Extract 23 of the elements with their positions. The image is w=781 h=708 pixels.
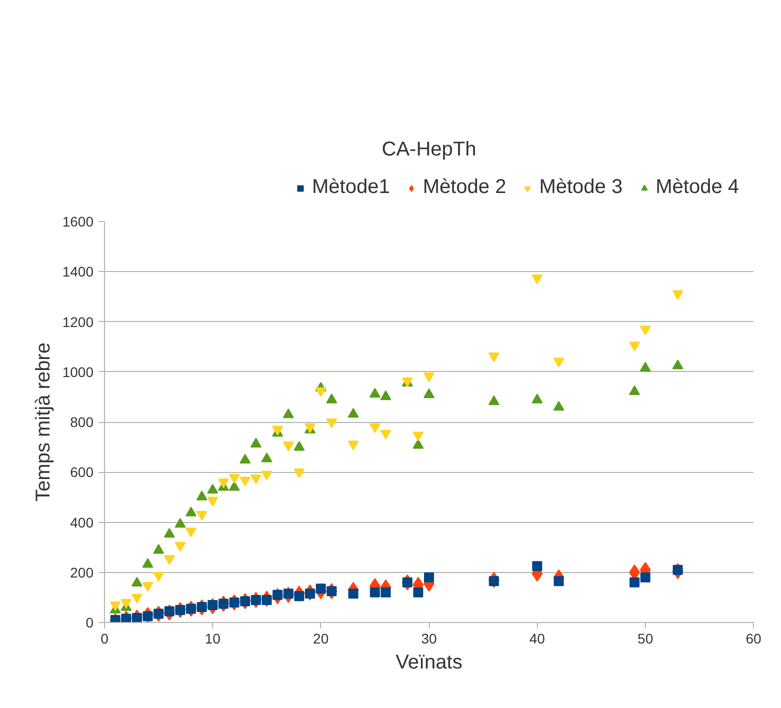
y-tick-label: 600: [70, 464, 94, 480]
x-tick-label: 10: [204, 630, 221, 646]
y-axis-title: Temps mitjà rebre: [32, 342, 54, 502]
y-tick-label: 1600: [62, 214, 94, 230]
x-axis-title: Veïnats: [396, 652, 462, 674]
y-tick-label: 200: [70, 564, 94, 580]
x-tick-label: 50: [638, 630, 654, 646]
legend-label: Mètode1: [312, 176, 390, 199]
legend-label: Mètode 2: [422, 176, 506, 199]
y-tick-label: 1000: [62, 364, 94, 380]
legend-label: Mètode 4: [656, 176, 739, 199]
x-tick-label: 40: [529, 630, 546, 646]
y-tick-label: 0: [86, 614, 94, 630]
legend-label: Mètode 3: [539, 176, 623, 199]
y-tick-label: 800: [70, 414, 94, 430]
x-tick-label: 0: [100, 630, 109, 646]
chart-title: CA-HepTh: [382, 138, 476, 160]
y-tick-label: 1200: [62, 314, 94, 330]
y-tick-label: 1400: [62, 264, 94, 280]
x-tick-label: 60: [746, 630, 762, 646]
x-tick-label: 30: [421, 630, 437, 646]
x-tick-label: 20: [313, 630, 329, 646]
y-tick-label: 400: [70, 514, 94, 530]
